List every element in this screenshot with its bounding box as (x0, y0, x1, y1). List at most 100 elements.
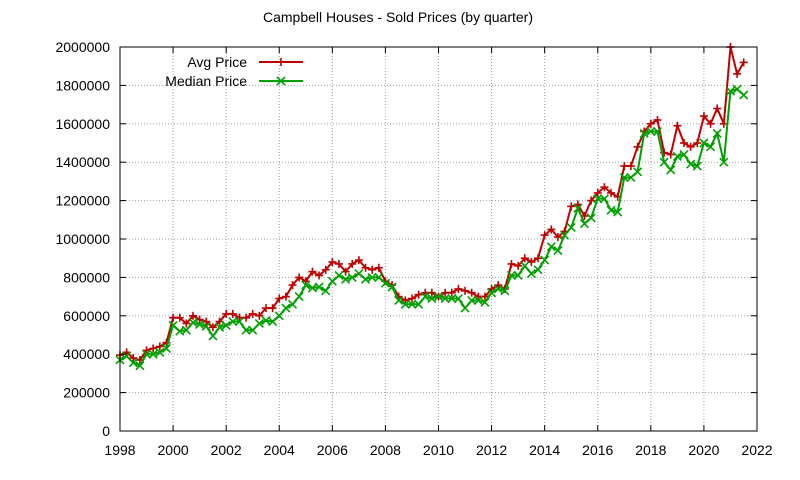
y-tick-label: 600000 (63, 308, 110, 324)
data-point-median-price (666, 165, 676, 175)
data-point-avg-price (693, 139, 702, 147)
data-point-median-price (639, 128, 649, 138)
data-point-median-price (473, 295, 483, 306)
data-point-median-price (321, 286, 331, 296)
data-point-avg-price (447, 288, 456, 297)
data-point-avg-price (334, 259, 343, 268)
data-point-median-price (301, 280, 311, 290)
data-point-avg-price (626, 162, 635, 171)
data-point-median-price (705, 142, 716, 152)
data-point-median-price (686, 159, 696, 169)
x-tick-label: 2008 (370, 442, 401, 458)
data-point-median-price (420, 292, 430, 302)
data-point-median-price (672, 151, 682, 162)
y-tick-label: 400000 (63, 346, 110, 362)
data-point-median-price (573, 203, 583, 213)
data-point-median-price (619, 172, 629, 183)
data-point-avg-price (407, 294, 416, 303)
data-point-median-price (440, 293, 450, 304)
y-tick-label: 1000000 (55, 231, 110, 247)
chart-title: Campbell Houses - Sold Prices (by quarte… (263, 9, 533, 25)
data-point-median-price (201, 321, 211, 331)
data-point-median-price (214, 322, 225, 332)
data-point-avg-price (547, 225, 556, 234)
data-point-median-price (254, 318, 264, 329)
data-point-avg-price (487, 284, 496, 293)
x-tick-label: 2012 (476, 442, 507, 458)
data-point-median-price (241, 325, 251, 335)
data-point-median-price (679, 149, 689, 160)
x-tick-label: 2016 (582, 442, 613, 458)
data-point-median-price (613, 207, 623, 217)
legend-item-median-price: Median Price (165, 73, 303, 89)
y-tick-label: 1200000 (55, 193, 110, 209)
data-point-median-price (646, 126, 656, 137)
y-tick-label: 200000 (63, 385, 110, 401)
data-point-median-price (427, 293, 437, 304)
data-point-avg-price (301, 277, 310, 286)
data-point-avg-price (368, 265, 377, 274)
data-point-median-price (181, 325, 191, 335)
data-point-avg-price (567, 202, 576, 211)
legend-label: Median Price (165, 73, 247, 89)
data-point-median-price (546, 242, 556, 252)
data-point-median-price (586, 213, 596, 223)
data-point-median-price (128, 358, 138, 368)
data-point-avg-price (348, 259, 357, 268)
data-point-median-price (739, 90, 749, 100)
data-point-avg-price (321, 265, 330, 274)
data-point-avg-price (315, 271, 324, 280)
data-point-median-price (155, 347, 165, 357)
legend: Avg Price Median Price (165, 54, 303, 89)
data-point-median-price (652, 126, 663, 137)
data-point-median-price (148, 349, 158, 359)
x-tick-label: 2010 (423, 442, 454, 458)
data-point-median-price (228, 316, 238, 327)
data-point-avg-price (633, 142, 642, 151)
data-point-median-price (248, 325, 258, 335)
data-point-median-price (387, 282, 397, 292)
data-point-median-price (725, 86, 736, 96)
data-point-median-price (712, 128, 722, 138)
data-point-avg-price (248, 309, 257, 318)
data-point-median-price (234, 316, 245, 327)
data-point-median-price (453, 293, 463, 304)
x-tick-label: 2006 (317, 442, 348, 458)
data-point-median-price (526, 268, 536, 279)
grid (120, 47, 757, 431)
data-point-avg-price (374, 263, 383, 272)
data-point-median-price (394, 295, 404, 306)
data-point-avg-price (255, 311, 264, 320)
data-point-avg-price (587, 196, 596, 205)
x-tick-label: 2018 (635, 442, 666, 458)
data-point-median-price (719, 157, 729, 167)
data-point-median-price (566, 222, 576, 233)
data-point-median-price (294, 292, 304, 302)
data-point-median-price (347, 272, 357, 282)
data-point-avg-price (713, 104, 722, 113)
data-point-median-price (447, 293, 457, 304)
data-point-median-price (400, 299, 410, 309)
data-point-avg-price (268, 304, 277, 313)
data-point-avg-price (514, 261, 523, 270)
y-tick-label: 800000 (63, 269, 110, 285)
data-point-avg-price (673, 121, 682, 130)
data-point-avg-price (155, 342, 164, 351)
data-point-avg-price (175, 313, 184, 322)
data-point-avg-price (494, 281, 503, 290)
data-point-median-price (221, 320, 231, 330)
data-point-avg-price (308, 267, 317, 276)
data-point-avg-price (467, 288, 476, 297)
data-point-median-price (367, 272, 377, 282)
data-point-median-price (560, 230, 570, 240)
data-point-median-price (632, 167, 643, 177)
data-point-median-price (540, 255, 550, 265)
data-point-avg-price (461, 286, 470, 295)
data-point-avg-price (361, 263, 370, 272)
data-point-median-price (520, 261, 530, 271)
data-point-avg-price (295, 273, 304, 282)
data-point-avg-price (600, 183, 609, 192)
data-point-median-price (360, 274, 371, 284)
data-point-median-price (506, 270, 517, 281)
data-point-median-price (500, 286, 510, 296)
